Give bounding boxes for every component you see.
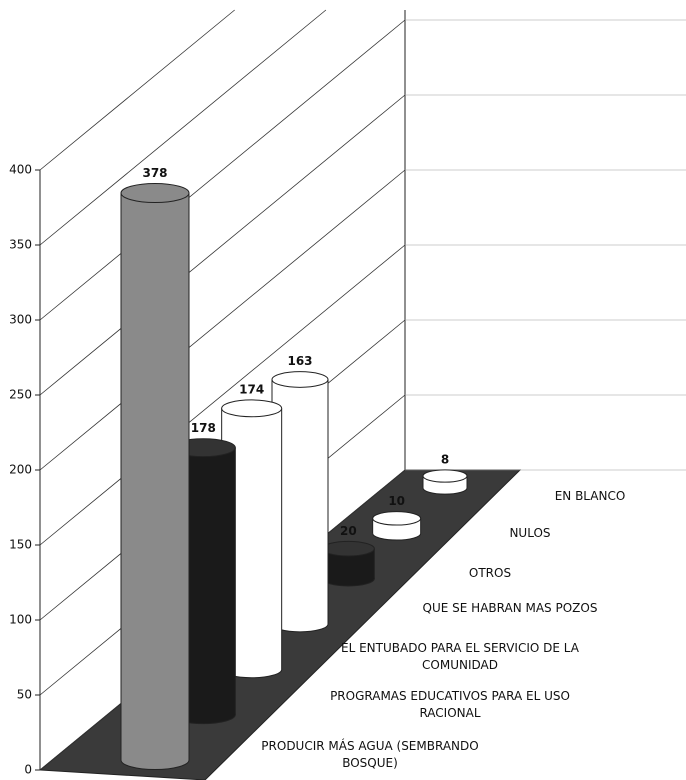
y-tick-label: 400: [9, 163, 32, 177]
y-tick-label: 250: [9, 388, 32, 402]
bar: [372, 511, 422, 541]
bar: [321, 540, 375, 587]
value-label: 378: [142, 166, 167, 180]
category-label: PRODUCIR MÁS AGUA (SEMBRANDO BOSQUE): [261, 739, 479, 770]
grid-line: [39, 244, 406, 546]
y-tick-label: 350: [9, 238, 32, 252]
grid-line: [39, 94, 406, 396]
y-tick-label: 200: [9, 463, 32, 477]
category-label: EN BLANCO: [554, 489, 626, 503]
category-label: EL ENTUBADO PARA EL SERVICIO DE LA COMUN…: [341, 641, 579, 672]
grid-line: [39, 9, 327, 246]
value-label: 8: [441, 452, 449, 466]
grid-line: [39, 9, 235, 171]
bar: [422, 469, 468, 495]
category-label: OTROS: [468, 566, 512, 580]
category-label: NULOS: [509, 526, 551, 540]
value-label: 10: [388, 494, 405, 508]
value-label: 178: [191, 421, 216, 435]
category-label: QUE SE HABRAN MAS POZOS: [422, 601, 598, 615]
y-tick-label: 100: [9, 613, 32, 627]
grid-line: [39, 169, 406, 471]
grid-line: [39, 19, 406, 321]
bar: [120, 182, 190, 771]
value-label: 20: [340, 524, 357, 538]
y-tick-label: 300: [9, 313, 32, 327]
y-tick-label: 50: [17, 688, 32, 702]
y-tick-label: 0: [24, 763, 32, 777]
y-tick-label: 150: [9, 538, 32, 552]
category-label: PROGRAMAS EDUCATIVOS PARA EL USO RACIONA…: [330, 689, 570, 720]
value-label: 163: [287, 354, 312, 368]
value-label: 174: [239, 382, 264, 396]
